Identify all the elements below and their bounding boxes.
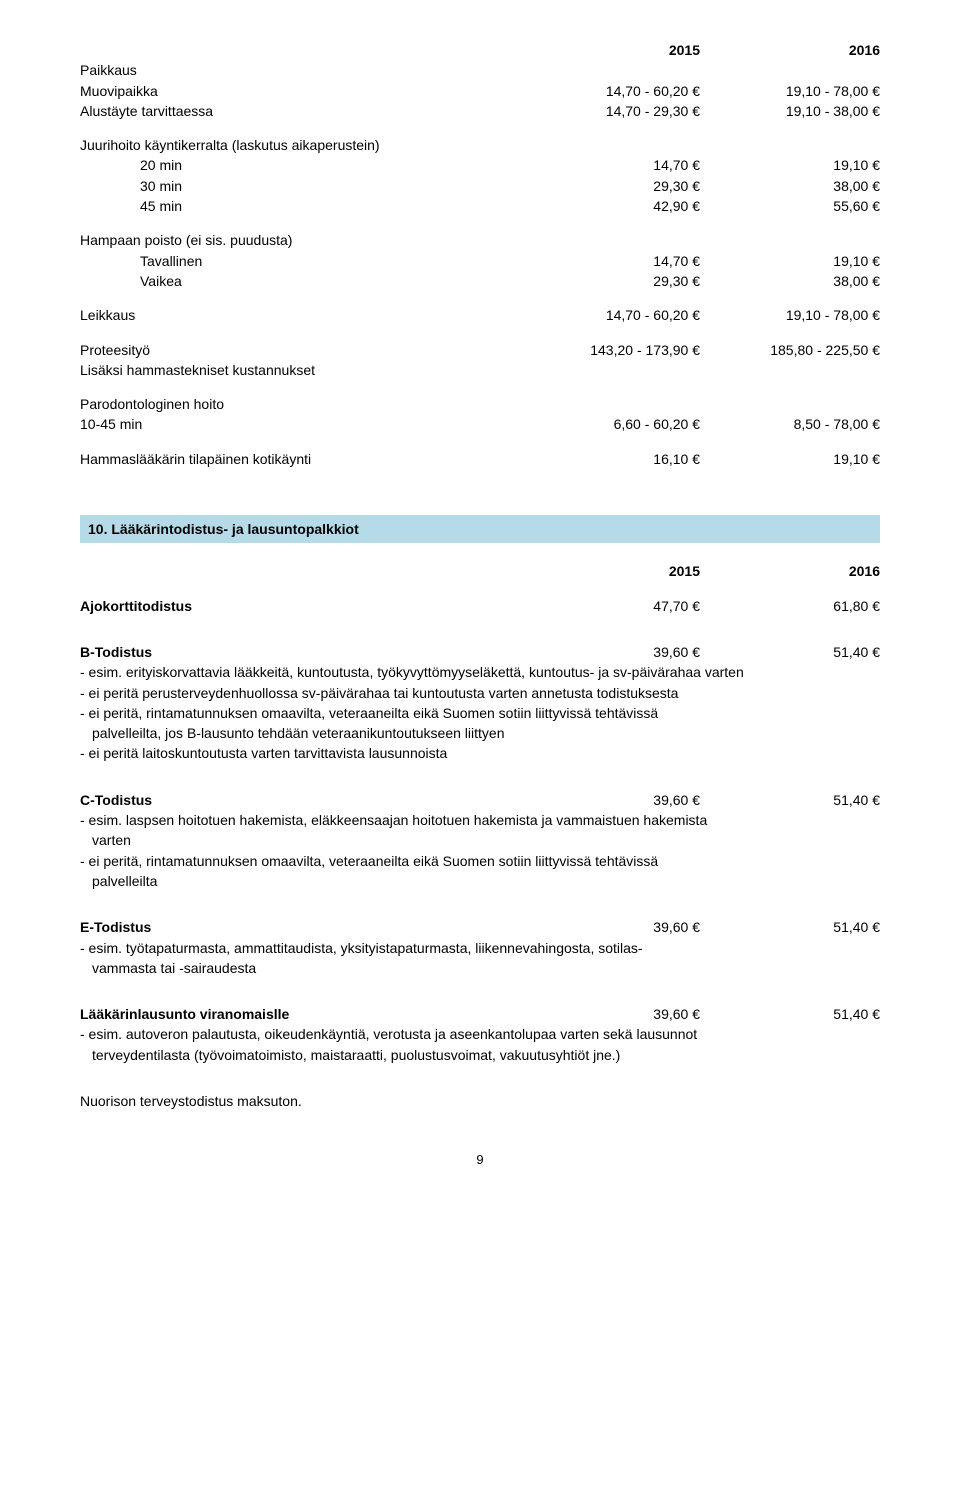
label: B-Todistus bbox=[80, 642, 520, 662]
val: 55,60 € bbox=[700, 196, 880, 216]
spacer-cell bbox=[80, 40, 520, 60]
b-note-1: - esim. erityiskorvattavia lääkkeitä, ku… bbox=[80, 662, 880, 682]
b-note-3b: palvelleilta, jos B-lausunto tehdään vet… bbox=[80, 723, 880, 743]
row-proteesi: Proteesityö 143,20 - 173,90 € 185,80 - 2… bbox=[80, 340, 880, 360]
year-2016: 2016 bbox=[700, 40, 880, 60]
poisto-heading: Hampaan poisto (ei sis. puudusta) bbox=[80, 230, 880, 250]
spacer-cell bbox=[80, 561, 520, 581]
val: 39,60 € bbox=[520, 1004, 700, 1024]
val: 47,70 € bbox=[520, 596, 700, 616]
row-b-todistus: B-Todistus 39,60 € 51,40 € bbox=[80, 642, 880, 662]
label: Lääkärinlausunto viranomaislle bbox=[80, 1004, 520, 1024]
label-muovipaikka: Muovipaikka bbox=[80, 81, 520, 101]
val: 42,90 € bbox=[520, 196, 700, 216]
lisaksi-note: Lisäksi hammastekniset kustannukset bbox=[80, 360, 880, 380]
val: 185,80 - 225,50 € bbox=[700, 340, 880, 360]
e-note-1b: vammasta tai -sairaudesta bbox=[80, 958, 880, 978]
row-juuri30: 30 min 29,30 € 38,00 € bbox=[80, 176, 880, 196]
b-note-2: - ei peritä perusterveydenhuollossa sv-p… bbox=[80, 683, 880, 703]
val: 29,30 € bbox=[520, 271, 700, 291]
val: 19,10 - 38,00 € bbox=[700, 101, 880, 121]
year-header-2: 2015 2016 bbox=[80, 561, 880, 581]
vira-note-1b: terveydentilasta (työvoimatoimisto, mais… bbox=[80, 1045, 880, 1065]
val: 51,40 € bbox=[700, 1004, 880, 1024]
page-number: 9 bbox=[80, 1151, 880, 1170]
label: C-Todistus bbox=[80, 790, 520, 810]
val: 38,00 € bbox=[700, 176, 880, 196]
label: E-Todistus bbox=[80, 917, 520, 937]
label: Tavallinen bbox=[80, 251, 520, 271]
val: 14,70 - 60,20 € bbox=[520, 81, 700, 101]
row-ajokortti: Ajokorttitodistus 47,70 € 61,80 € bbox=[80, 596, 880, 616]
label: Proteesityö bbox=[80, 340, 520, 360]
c-note-2: - ei peritä, rintamatunnuksen omaavilta,… bbox=[80, 851, 880, 871]
page: 2015 2016 Paikkaus Muovipaikka 14,70 - 6… bbox=[0, 0, 960, 1210]
val: 16,10 € bbox=[520, 449, 700, 469]
val: 39,60 € bbox=[520, 917, 700, 937]
label-alustayte: Alustäyte tarvittaessa bbox=[80, 101, 520, 121]
val: 19,10 - 78,00 € bbox=[700, 305, 880, 325]
val: 14,70 € bbox=[520, 155, 700, 175]
juurihoito-heading: Juurihoito käyntikerralta (laskutus aika… bbox=[80, 135, 880, 155]
nuoriso-note: Nuorison terveystodistus maksuton. bbox=[80, 1091, 880, 1111]
val: 14,70 - 60,20 € bbox=[520, 305, 700, 325]
year-2016: 2016 bbox=[700, 561, 880, 581]
val: 14,70 € bbox=[520, 251, 700, 271]
val: 14,70 - 29,30 € bbox=[520, 101, 700, 121]
val: 19,10 - 78,00 € bbox=[700, 81, 880, 101]
val: 39,60 € bbox=[520, 790, 700, 810]
val: 6,60 - 60,20 € bbox=[520, 414, 700, 434]
label: Vaikea bbox=[80, 271, 520, 291]
row-c-todistus: C-Todistus 39,60 € 51,40 € bbox=[80, 790, 880, 810]
row-juuri45: 45 min 42,90 € 55,60 € bbox=[80, 196, 880, 216]
val: 51,40 € bbox=[700, 917, 880, 937]
c-note-1: - esim. laspsen hoitotuen hakemista, elä… bbox=[80, 810, 880, 830]
row-vaikea: Vaikea 29,30 € 38,00 € bbox=[80, 271, 880, 291]
year-2015: 2015 bbox=[520, 40, 700, 60]
paikkaus-heading: Paikkaus bbox=[80, 60, 880, 80]
val: 8,50 - 78,00 € bbox=[700, 414, 880, 434]
parodont-heading: Parodontologinen hoito bbox=[80, 394, 880, 414]
row-viranomaislle: Lääkärinlausunto viranomaislle 39,60 € 5… bbox=[80, 1004, 880, 1024]
c-note-2b: palvelleilta bbox=[80, 871, 880, 891]
row-muovipaikka: Muovipaikka 14,70 - 60,20 € 19,10 - 78,0… bbox=[80, 81, 880, 101]
c-note-1b: varten bbox=[80, 830, 880, 850]
year-2015: 2015 bbox=[520, 561, 700, 581]
label: 20 min bbox=[80, 155, 520, 175]
year-header-1: 2015 2016 bbox=[80, 40, 880, 60]
b-note-4: - ei peritä laitoskuntoutusta varten tar… bbox=[80, 743, 880, 763]
label: 45 min bbox=[80, 196, 520, 216]
vira-note-1: - esim. autoveron palautusta, oikeudenkä… bbox=[80, 1024, 880, 1044]
val: 39,60 € bbox=[520, 642, 700, 662]
row-tavallinen: Tavallinen 14,70 € 19,10 € bbox=[80, 251, 880, 271]
val: 51,40 € bbox=[700, 642, 880, 662]
b-note-3: - ei peritä, rintamatunnuksen omaavilta,… bbox=[80, 703, 880, 723]
val: 51,40 € bbox=[700, 790, 880, 810]
val: 38,00 € bbox=[700, 271, 880, 291]
section-10-heading: 10. Lääkärintodistus- ja lausuntopalkkio… bbox=[80, 515, 880, 543]
val: 19,10 € bbox=[700, 251, 880, 271]
label: 10-45 min bbox=[80, 414, 520, 434]
row-juuri20: 20 min 14,70 € 19,10 € bbox=[80, 155, 880, 175]
e-note-1: - esim. työtapaturmasta, ammattitaudista… bbox=[80, 938, 880, 958]
val: 143,20 - 173,90 € bbox=[520, 340, 700, 360]
label: 30 min bbox=[80, 176, 520, 196]
row-paro: 10-45 min 6,60 - 60,20 € 8,50 - 78,00 € bbox=[80, 414, 880, 434]
val: 19,10 € bbox=[700, 449, 880, 469]
val: 61,80 € bbox=[700, 596, 880, 616]
row-alustayte: Alustäyte tarvittaessa 14,70 - 29,30 € 1… bbox=[80, 101, 880, 121]
label: Hammaslääkärin tilapäinen kotikäynti bbox=[80, 449, 520, 469]
label: Leikkaus bbox=[80, 305, 520, 325]
val: 29,30 € bbox=[520, 176, 700, 196]
label: Ajokorttitodistus bbox=[80, 596, 520, 616]
row-e-todistus: E-Todistus 39,60 € 51,40 € bbox=[80, 917, 880, 937]
row-leikkaus: Leikkaus 14,70 - 60,20 € 19,10 - 78,00 € bbox=[80, 305, 880, 325]
val: 19,10 € bbox=[700, 155, 880, 175]
row-kotikaynti: Hammaslääkärin tilapäinen kotikäynti 16,… bbox=[80, 449, 880, 469]
